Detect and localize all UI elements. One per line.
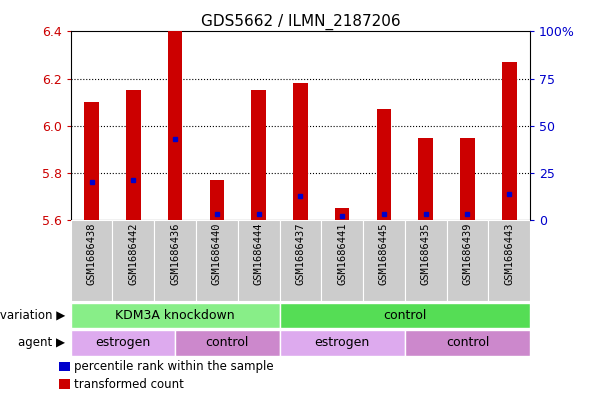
Bar xyxy=(71,303,280,328)
Text: GSM1686444: GSM1686444 xyxy=(254,222,264,285)
Bar xyxy=(460,138,475,220)
Bar xyxy=(280,303,530,328)
Bar xyxy=(321,220,363,301)
Bar xyxy=(154,220,196,301)
Bar xyxy=(168,31,183,220)
Bar xyxy=(126,90,141,220)
Text: GSM1686435: GSM1686435 xyxy=(421,222,431,285)
Text: control: control xyxy=(206,336,249,349)
Bar xyxy=(112,220,154,301)
Text: GSM1686439: GSM1686439 xyxy=(462,222,472,285)
Text: GSM1686442: GSM1686442 xyxy=(128,222,138,285)
Text: control: control xyxy=(446,336,489,349)
Bar xyxy=(335,208,349,220)
Bar xyxy=(84,102,99,220)
Bar xyxy=(293,83,307,220)
Bar xyxy=(175,330,280,356)
Bar xyxy=(405,330,530,356)
Text: genotype/variation ▶: genotype/variation ▶ xyxy=(0,309,65,322)
Bar xyxy=(71,220,112,301)
Text: percentile rank within the sample: percentile rank within the sample xyxy=(74,360,273,373)
Bar xyxy=(418,138,433,220)
Bar xyxy=(405,220,446,301)
Text: estrogen: estrogen xyxy=(315,336,370,349)
Text: GSM1686440: GSM1686440 xyxy=(212,222,222,285)
Title: GDS5662 / ILMN_2187206: GDS5662 / ILMN_2187206 xyxy=(201,14,400,30)
Bar xyxy=(196,220,238,301)
Bar xyxy=(280,220,321,301)
Bar xyxy=(488,220,530,301)
Bar xyxy=(502,62,517,220)
Text: GSM1686441: GSM1686441 xyxy=(337,222,347,285)
Text: GSM1686437: GSM1686437 xyxy=(296,222,305,285)
Bar xyxy=(376,109,391,220)
Bar xyxy=(210,180,224,220)
Bar xyxy=(71,330,175,356)
Text: control: control xyxy=(383,309,426,322)
Text: KDM3A knockdown: KDM3A knockdown xyxy=(115,309,235,322)
Bar xyxy=(280,330,405,356)
Bar xyxy=(446,220,488,301)
Text: estrogen: estrogen xyxy=(95,336,151,349)
Text: agent ▶: agent ▶ xyxy=(18,336,65,349)
Text: GSM1686443: GSM1686443 xyxy=(504,222,514,285)
Bar xyxy=(252,90,266,220)
Text: transformed count: transformed count xyxy=(74,378,184,391)
Text: GSM1686436: GSM1686436 xyxy=(170,222,180,285)
Text: GSM1686438: GSM1686438 xyxy=(87,222,97,285)
Bar xyxy=(238,220,280,301)
Bar xyxy=(363,220,405,301)
Text: GSM1686445: GSM1686445 xyxy=(379,222,389,285)
